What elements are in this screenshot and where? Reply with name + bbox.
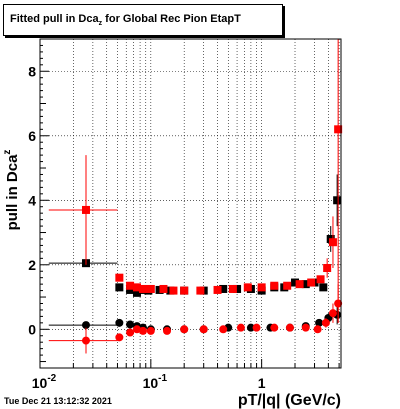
data-marker-circle [313, 325, 322, 334]
data-marker-square [126, 281, 135, 290]
y-tick-label: 2 [28, 257, 36, 273]
data-marker-square [180, 286, 189, 295]
data-marker-square [159, 284, 168, 293]
data-marker-circle [81, 321, 90, 330]
plot-frame [39, 38, 342, 369]
data-marker-square [257, 283, 266, 292]
series-red [48, 39, 343, 354]
y-tick-label: 6 [28, 128, 36, 144]
chart-title: Fitted pull in Dcaz for Global Rec Pion … [10, 13, 241, 27]
y-axis-title: pull in Dcaz [2, 150, 21, 231]
data-marker-square [291, 278, 300, 287]
data-marker-square [307, 278, 316, 287]
data-marker-square [115, 273, 124, 282]
data-marker-circle [180, 325, 189, 334]
x-axis-title: pT/|q| (GeV/c) [238, 392, 341, 409]
data-marker-square [319, 283, 328, 292]
data-marker-circle [246, 323, 255, 332]
data-marker-square [126, 285, 135, 294]
data-marker-square [228, 284, 237, 293]
title-box: Fitted pull in Dcaz for Global Rec Pion … [3, 4, 283, 36]
data-marker-circle [132, 325, 141, 334]
data-marker-circle [199, 325, 208, 334]
timestamp: Tue Dec 21 13:12:32 2021 [4, 396, 112, 406]
data-marker-square [295, 280, 304, 289]
data-marker-square [81, 205, 90, 214]
data-marker-square [243, 283, 252, 292]
data-marker-square [301, 280, 310, 289]
data-marker-circle [146, 326, 155, 335]
data-marker-circle [270, 323, 279, 332]
data-marker-circle [321, 318, 330, 327]
data-marker-square [169, 286, 178, 295]
data-marker-circle [115, 318, 124, 327]
data-marker-circle [126, 328, 135, 337]
data-marker-circle [252, 323, 261, 332]
data-marker-square [132, 283, 141, 292]
data-marker-square [323, 264, 332, 273]
chart-title-suffix: for Global Rec Pion EtapT [102, 13, 241, 25]
data-marker-circle [81, 336, 90, 345]
data-marker-square [333, 196, 342, 205]
x-tick-label: 1 [258, 375, 266, 391]
data-marker-square [196, 286, 205, 295]
data-marker-square [233, 284, 242, 293]
data-marker-circle [334, 299, 343, 308]
data-marker-square [328, 238, 337, 247]
y-axis-title-sub: z [2, 150, 13, 155]
data-marker-square [132, 288, 141, 297]
chart-title-prefix: Fitted pull in Dca [10, 13, 99, 25]
data-marker-circle [115, 333, 124, 342]
y-tick-label: 0 [28, 321, 36, 337]
data-marker-square [219, 284, 228, 293]
data-marker-square [139, 284, 148, 293]
data-marker-circle [139, 326, 148, 335]
data-marker-circle [285, 323, 294, 332]
data-marker-circle [219, 325, 228, 334]
y-tick-label: 4 [28, 192, 36, 208]
data-marker-circle [315, 318, 324, 327]
x-tick-label: 10-2 [32, 373, 57, 391]
data-series [48, 39, 343, 354]
chart-title-subscript: z [98, 20, 103, 27]
data-marker-circle [163, 326, 172, 335]
data-marker-square [334, 125, 343, 134]
grid [39, 39, 341, 368]
data-marker-square [115, 283, 124, 292]
data-marker-circle [236, 323, 245, 332]
y-axis-title-main: pull in Dca [4, 154, 21, 231]
data-marker-circle [301, 323, 310, 332]
data-marker-square [316, 275, 325, 284]
y-tick-label: 8 [28, 63, 36, 79]
axes: 0 2 4 6 8 10-2 10-1 1 [28, 38, 340, 391]
data-marker-circle [126, 320, 135, 329]
data-marker-square [213, 285, 222, 294]
data-marker-circle [328, 309, 337, 318]
data-marker-square [146, 284, 155, 293]
x-tick-label: 10-1 [143, 373, 168, 391]
data-marker-square [270, 281, 279, 290]
data-marker-square [283, 281, 292, 290]
